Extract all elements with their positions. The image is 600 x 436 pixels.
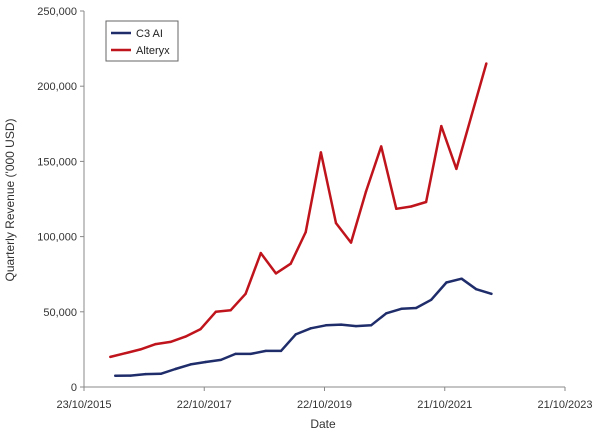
data-point-c3-ai [414,306,418,310]
data-point-alteryx [244,292,247,295]
x-tick-label: 21/10/2021 [417,399,472,411]
data-point-alteryx [349,241,353,244]
data-point-alteryx [184,335,187,338]
data-point-alteryx [424,200,428,204]
y-tick-label: 100,000 [37,232,77,244]
data-point-alteryx [109,355,112,359]
legend-box [105,20,179,62]
tick-labels: 0 50,000 100,000 150,000 200,000 250,000 23/10… [37,6,592,411]
x-tick-label: 22/10/2019 [297,399,352,411]
data-point-alteryx [169,340,172,344]
data-point-c3-ai [144,372,147,376]
data-point-alteryx [259,251,262,255]
data-point-c3-ai [129,374,132,377]
data-point-c3-ai [204,360,207,364]
data-point-alteryx [440,124,443,128]
data-point-c3-ai [385,312,388,315]
data-point-c3-ai [475,288,478,291]
series-line-c3-ai [114,277,493,377]
data-point-c3-ai [460,277,463,280]
data-point-alteryx [304,230,307,234]
data-point-c3-ai [219,358,223,362]
series-layer [109,62,493,377]
data-point-c3-ai [189,363,192,366]
data-point-c3-ai [159,372,162,375]
x-tick-label: 21/10/2023 [537,399,592,411]
data-point-c3-ai [400,307,403,310]
data-point-c3-ai [445,281,448,284]
data-point-alteryx [380,145,383,148]
data-point-c3-ai [324,324,328,327]
legend-label-c3-ai: C3 AI [136,28,163,40]
data-point-c3-ai [354,324,358,328]
data-point-alteryx [214,310,217,313]
data-point-alteryx [289,262,292,265]
data-point-alteryx [229,309,232,312]
data-point-c3-ai [249,352,252,356]
data-point-c3-ai [339,323,343,326]
data-point-alteryx [154,342,157,346]
data-point-c3-ai [369,324,373,327]
data-point-c3-ai [430,298,433,301]
x-tick-label: 23/10/2015 [56,399,111,411]
series-line-alteryx [109,62,488,359]
data-point-c3-ai [114,374,117,377]
x-axis-title: Date [310,417,336,431]
axes [80,10,566,391]
data-point-alteryx [274,272,278,275]
data-point-alteryx [139,348,142,351]
data-point-alteryx [319,151,323,154]
data-point-c3-ai [294,333,297,336]
data-point-alteryx [395,207,398,210]
data-point-alteryx [124,352,127,355]
data-point-alteryx [409,205,413,208]
data-point-c3-ai [234,352,237,356]
data-point-alteryx [455,167,458,171]
y-tick-label: 200,000 [37,81,77,93]
data-point-alteryx [334,221,338,225]
y-tick-label: 50,000 [43,307,77,319]
data-point-c3-ai [490,292,493,295]
x-tick-label: 22/10/2017 [177,399,232,411]
data-point-alteryx [199,327,202,331]
legend-label-alteryx: Alteryx [136,45,170,57]
legend: C3 AI Alteryx [105,20,179,62]
data-point-c3-ai [174,367,177,371]
data-point-alteryx [470,115,473,118]
data-point-c3-ai [264,349,268,353]
y-tick-label: 0 [71,382,77,394]
data-point-c3-ai [309,327,312,330]
y-axis-title: Quarterly Revenue ('000 USD) [3,118,17,281]
y-tick-label: 150,000 [37,156,77,168]
data-point-alteryx [485,62,488,65]
data-point-c3-ai [279,349,283,353]
y-tick-label: 250,000 [37,6,77,18]
data-point-alteryx [364,190,368,193]
